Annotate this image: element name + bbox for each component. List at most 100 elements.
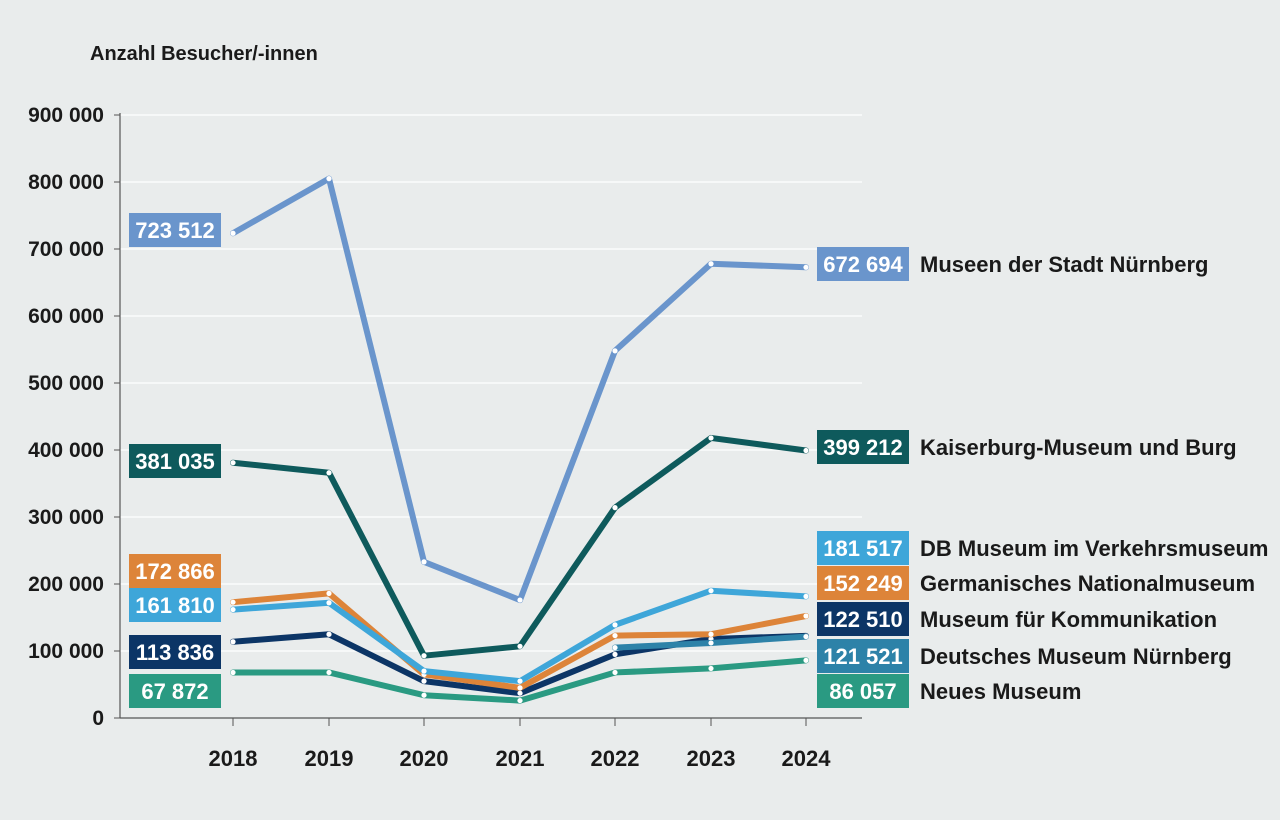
start-value-label: 161 810 bbox=[135, 593, 215, 618]
value-badges: 723 512 672 694 381 035 399 212 161 810 181 5… bbox=[129, 213, 909, 708]
x-tick-label: 2020 bbox=[400, 746, 449, 771]
y-tick-label: 900 000 bbox=[28, 104, 104, 127]
data-point bbox=[612, 651, 618, 657]
y-axis-ticks: 0 100 000 200 000 300 000 400 000 500 000 600 … bbox=[28, 104, 120, 730]
start-value-badge bbox=[129, 674, 221, 708]
y-tick-label: 400 000 bbox=[28, 439, 104, 462]
data-point bbox=[517, 643, 523, 649]
legend-series-name: Germanisches Nationalmuseum bbox=[920, 571, 1255, 596]
data-point bbox=[803, 593, 809, 599]
data-point bbox=[612, 622, 618, 628]
data-point bbox=[803, 613, 809, 619]
legend-series-name: Deutsches Museum Nürnberg bbox=[920, 644, 1232, 669]
end-value-badge bbox=[817, 430, 909, 464]
data-point bbox=[517, 685, 523, 691]
data-point bbox=[803, 447, 809, 454]
data-point bbox=[517, 690, 523, 696]
data-point bbox=[803, 633, 809, 640]
data-point bbox=[517, 597, 523, 603]
data-point bbox=[326, 600, 332, 606]
end-value-badge bbox=[817, 566, 909, 600]
data-point bbox=[421, 692, 427, 698]
data-point bbox=[421, 668, 427, 674]
start-value-badge bbox=[129, 444, 221, 478]
legend: Museen der Stadt Nürnberg Kaiserburg-Muse… bbox=[920, 252, 1268, 704]
legend-series-name: Kaiserburg-Museum und Burg bbox=[920, 435, 1237, 460]
y-tick-label: 0 bbox=[92, 707, 104, 730]
start-value-label: 172 866 bbox=[135, 559, 215, 584]
x-tick-label: 2019 bbox=[305, 746, 354, 771]
data-point bbox=[708, 631, 714, 637]
x-tick-label: 2023 bbox=[687, 746, 736, 771]
data-point bbox=[803, 657, 809, 663]
data-point bbox=[612, 645, 618, 651]
end-value-label: 152 249 bbox=[823, 571, 903, 596]
data-point bbox=[230, 230, 236, 236]
data-point bbox=[230, 599, 236, 605]
start-value-badge bbox=[129, 635, 221, 669]
legend-series-name: Museen der Stadt Nürnberg bbox=[920, 252, 1208, 277]
legend-series-name: DB Museum im Verkehrsmuseum bbox=[920, 536, 1268, 561]
data-point bbox=[612, 348, 618, 354]
data-point bbox=[612, 669, 618, 676]
data-point bbox=[708, 588, 714, 594]
start-value-label: 113 836 bbox=[136, 640, 214, 665]
start-value-badge bbox=[129, 554, 221, 588]
data-point bbox=[230, 639, 236, 645]
series-lines bbox=[230, 175, 809, 704]
end-value-label: 399 212 bbox=[823, 435, 903, 460]
legend-series-name: Neues Museum bbox=[920, 679, 1081, 704]
end-value-label: 181 517 bbox=[823, 536, 903, 561]
start-value-label: 67 872 bbox=[141, 679, 208, 704]
end-value-badge bbox=[817, 247, 909, 281]
y-tick-label: 300 000 bbox=[28, 506, 104, 529]
legend-series-name: Museum für Kommunikation bbox=[920, 607, 1217, 632]
series-line bbox=[230, 175, 809, 604]
data-point bbox=[421, 653, 427, 659]
y-tick-label: 600 000 bbox=[28, 305, 104, 328]
end-value-badge bbox=[817, 674, 909, 708]
data-point bbox=[803, 264, 809, 270]
start-value-badge bbox=[129, 213, 221, 247]
start-value-badge bbox=[129, 588, 221, 622]
data-point bbox=[230, 669, 236, 676]
x-tick-label: 2018 bbox=[209, 746, 258, 771]
x-tick-label: 2024 bbox=[782, 746, 832, 771]
y-tick-label: 700 000 bbox=[28, 238, 104, 261]
gridlines bbox=[120, 114, 862, 652]
y-tick-label: 100 000 bbox=[28, 640, 104, 663]
data-point bbox=[708, 640, 714, 646]
end-value-badge bbox=[817, 602, 909, 636]
y-tick-label: 500 000 bbox=[28, 372, 104, 395]
data-point bbox=[708, 665, 714, 672]
data-point bbox=[612, 632, 618, 639]
start-value-label: 723 512 bbox=[135, 218, 215, 243]
end-value-label: 121 521 bbox=[823, 644, 903, 669]
data-point bbox=[708, 261, 714, 267]
data-point bbox=[326, 631, 332, 637]
x-axis-ticks: 2018 2019 2020 2021 2022 2023 2024 bbox=[209, 718, 832, 771]
end-value-label: 122 510 bbox=[823, 607, 903, 632]
data-point bbox=[612, 505, 618, 511]
end-value-label: 672 694 bbox=[823, 252, 903, 277]
data-point bbox=[517, 678, 523, 684]
y-tick-label: 200 000 bbox=[28, 573, 104, 596]
data-point bbox=[421, 559, 427, 565]
data-point bbox=[421, 678, 427, 684]
series-line bbox=[230, 434, 809, 659]
data-point bbox=[230, 460, 236, 466]
x-tick-label: 2021 bbox=[496, 746, 545, 771]
start-value-label: 381 035 bbox=[135, 449, 215, 474]
x-tick-label: 2022 bbox=[591, 746, 640, 771]
data-point bbox=[326, 669, 332, 676]
data-point bbox=[326, 470, 332, 476]
axes bbox=[119, 113, 862, 719]
end-value-badge bbox=[817, 639, 909, 673]
y-axis-title: Anzahl Besucher/-innen bbox=[90, 43, 318, 65]
data-point bbox=[517, 697, 523, 704]
data-point bbox=[230, 606, 236, 613]
data-point bbox=[326, 590, 332, 596]
data-point bbox=[708, 435, 714, 441]
end-value-badge bbox=[817, 531, 909, 565]
